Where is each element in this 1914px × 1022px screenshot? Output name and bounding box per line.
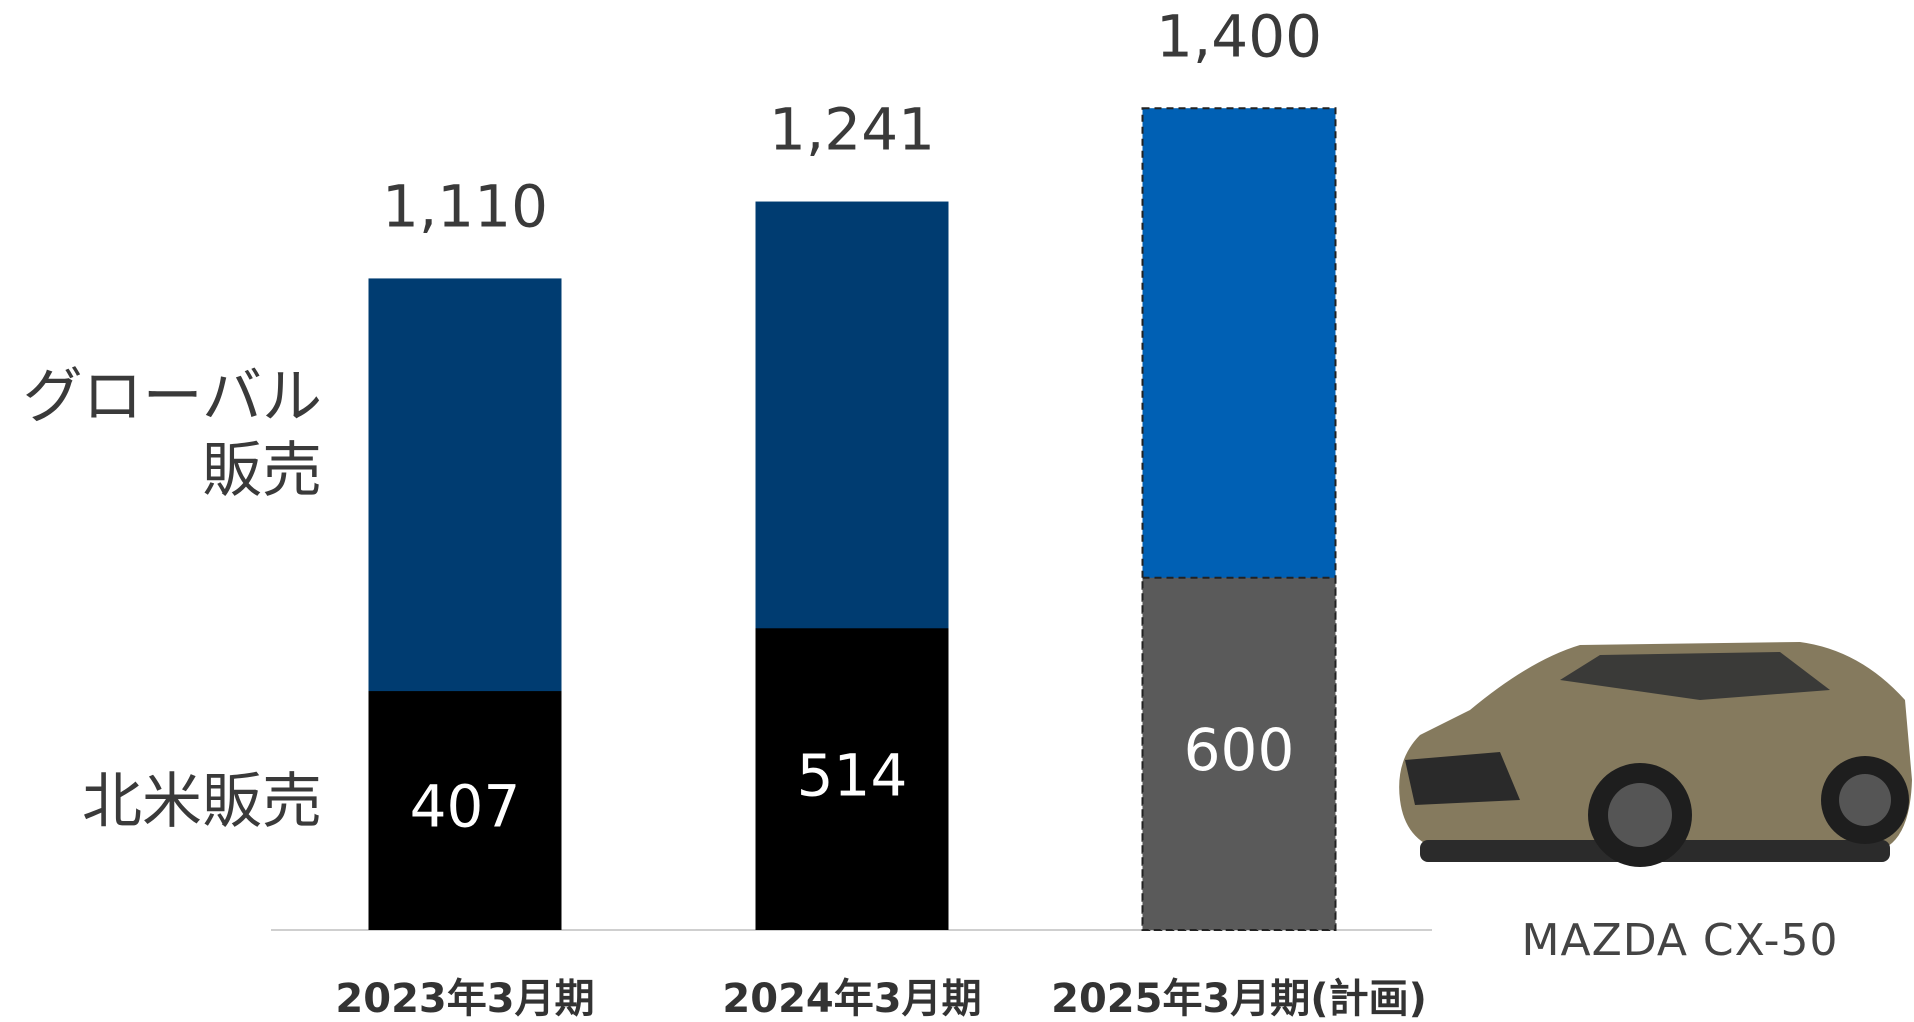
segment-label: 600 <box>1184 716 1295 784</box>
total-label: 1,400 <box>1156 2 1322 70</box>
legend-north-america: 北米販売 <box>82 767 322 837</box>
north-america-bar <box>755 628 949 930</box>
legend-global: グローバル販売 <box>22 362 322 506</box>
x-tick-label: 2024年3月期 <box>722 976 981 1022</box>
segment-label: 514 <box>797 741 908 809</box>
segment-label: 407 <box>410 773 521 841</box>
north-america-bar <box>368 691 562 930</box>
north-america-bar <box>1141 576 1337 931</box>
image-caption: MAZDA CX-50 <box>1521 915 1839 966</box>
total-label: 1,110 <box>382 173 548 241</box>
total-label: 1,241 <box>769 96 935 164</box>
x-tick-label: 2023年3月期 <box>335 976 594 1022</box>
x-tick-label: 2025年3月期(計画) <box>1051 976 1427 1022</box>
car-illustration <box>1399 642 1912 867</box>
